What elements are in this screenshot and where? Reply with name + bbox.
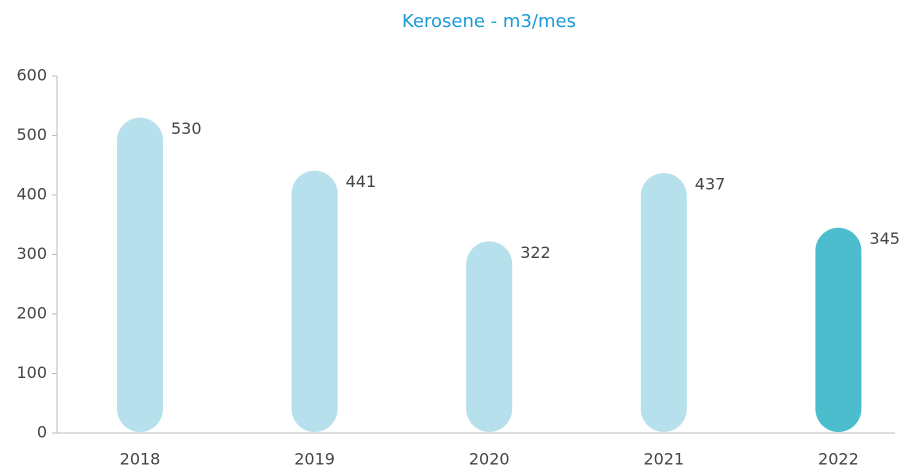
y-tick-label: 300 <box>16 244 47 263</box>
y-tick-label: 0 <box>37 423 47 442</box>
x-tick-label: 2019 <box>294 450 335 468</box>
bar <box>466 241 513 432</box>
bar <box>640 172 687 433</box>
value-label: 322 <box>520 243 551 262</box>
value-label: 441 <box>346 172 377 191</box>
x-tick-label: 2021 <box>643 450 684 468</box>
y-tick-label: 500 <box>16 125 47 144</box>
chart-title: Kerosene - m3/mes <box>402 11 576 32</box>
bar <box>815 227 862 432</box>
y-tick-label: 400 <box>16 185 47 204</box>
x-tick-label: 2020 <box>469 450 510 468</box>
x-tick-label: 2018 <box>120 450 161 468</box>
y-tick-label: 200 <box>16 304 47 323</box>
y-tick-label: 600 <box>16 66 47 85</box>
y-tick-label: 100 <box>16 363 47 382</box>
value-label: 345 <box>869 229 900 248</box>
bar <box>291 170 338 433</box>
value-label: 437 <box>695 174 726 193</box>
value-label: 530 <box>171 119 202 138</box>
bar <box>117 117 163 433</box>
x-tick-label: 2022 <box>818 450 859 468</box>
